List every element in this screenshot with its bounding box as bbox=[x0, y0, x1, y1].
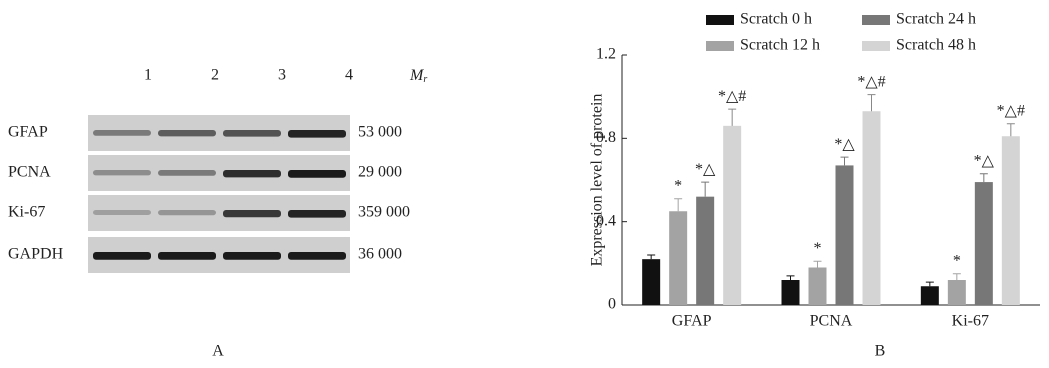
band bbox=[223, 210, 281, 217]
band bbox=[93, 170, 151, 175]
band bbox=[93, 130, 151, 136]
y-tick-label: 0 bbox=[608, 296, 616, 313]
legend-swatch bbox=[706, 41, 734, 51]
error-bar bbox=[841, 157, 849, 165]
significance: * bbox=[814, 240, 822, 257]
significance: *△ bbox=[834, 136, 855, 153]
legend-label: Scratch 24 h bbox=[896, 11, 976, 28]
error-bar bbox=[814, 261, 822, 267]
band bbox=[288, 252, 346, 260]
y-tick-label: 0.4 bbox=[596, 212, 616, 229]
mr-value: 53 000 bbox=[358, 124, 402, 141]
x-tick-label: GFAP bbox=[672, 313, 712, 330]
mr-value: 36 000 bbox=[358, 246, 402, 263]
bar bbox=[921, 286, 939, 305]
error-bar bbox=[926, 282, 934, 286]
bar bbox=[948, 280, 966, 305]
protein-label: GFAP bbox=[8, 124, 48, 141]
bar bbox=[836, 165, 854, 305]
figure: A Mr B Expression level of protein 1 2 3 4 G… bbox=[0, 0, 1049, 363]
bar bbox=[723, 126, 741, 305]
panel-label: A bbox=[212, 343, 224, 360]
significance: * bbox=[674, 177, 682, 194]
significance: *△# bbox=[997, 102, 1025, 119]
error-bar bbox=[868, 95, 876, 112]
legend-label: Scratch 48 h bbox=[896, 37, 976, 54]
x-tick-label: PCNA bbox=[810, 313, 853, 330]
band bbox=[93, 252, 151, 260]
band bbox=[288, 210, 346, 218]
legend-label: Scratch 12 h bbox=[740, 37, 820, 54]
significance: *△# bbox=[718, 88, 746, 105]
bar bbox=[669, 211, 687, 305]
error-bar bbox=[1007, 124, 1015, 137]
legend-swatch bbox=[862, 41, 890, 51]
significance: * bbox=[953, 252, 961, 269]
band bbox=[223, 170, 281, 177]
error-bar bbox=[728, 109, 736, 126]
significance: *△ bbox=[695, 161, 716, 178]
panel-label: B bbox=[875, 343, 886, 360]
band bbox=[158, 170, 216, 176]
y-tick-label: 0.8 bbox=[596, 129, 616, 146]
legend-swatch bbox=[862, 15, 890, 25]
lane-label: 2 bbox=[211, 67, 219, 84]
lane-label: 4 bbox=[345, 67, 353, 84]
band bbox=[158, 252, 216, 260]
protein-label: Ki-67 bbox=[8, 204, 45, 221]
lane-label: 1 bbox=[144, 67, 152, 84]
mr-label: Mr bbox=[409, 67, 427, 86]
y-tick-label: 1.2 bbox=[596, 46, 616, 63]
band bbox=[223, 130, 281, 137]
y-axis-title: Expression level of protein bbox=[589, 94, 606, 267]
legend-label: Scratch 0 h bbox=[740, 11, 812, 28]
bar bbox=[809, 268, 827, 306]
error-bar bbox=[953, 274, 961, 280]
band bbox=[288, 130, 346, 138]
bar bbox=[863, 111, 881, 305]
error-bar bbox=[647, 255, 655, 259]
error-bar bbox=[980, 174, 988, 182]
x-tick-label: Ki-67 bbox=[952, 313, 989, 330]
band bbox=[93, 210, 151, 215]
bar bbox=[782, 280, 800, 305]
error-bar bbox=[674, 199, 682, 212]
significance: *△# bbox=[857, 73, 885, 90]
mr-value: 359 000 bbox=[358, 204, 410, 221]
lane-label: 3 bbox=[278, 67, 286, 84]
bar bbox=[696, 197, 714, 305]
legend-swatch bbox=[706, 15, 734, 25]
mr-sub: r bbox=[423, 74, 427, 85]
bar bbox=[642, 259, 660, 305]
bar bbox=[1002, 136, 1020, 305]
significance: *△ bbox=[974, 152, 995, 169]
protein-label: GAPDH bbox=[8, 246, 64, 263]
bar bbox=[975, 182, 993, 305]
protein-label: PCNA bbox=[8, 164, 51, 181]
error-bar bbox=[787, 276, 795, 280]
band bbox=[158, 130, 216, 136]
mr-value: 29 000 bbox=[358, 164, 402, 181]
error-bar bbox=[701, 182, 709, 197]
band bbox=[223, 252, 281, 260]
band bbox=[288, 170, 346, 178]
band bbox=[158, 210, 216, 215]
